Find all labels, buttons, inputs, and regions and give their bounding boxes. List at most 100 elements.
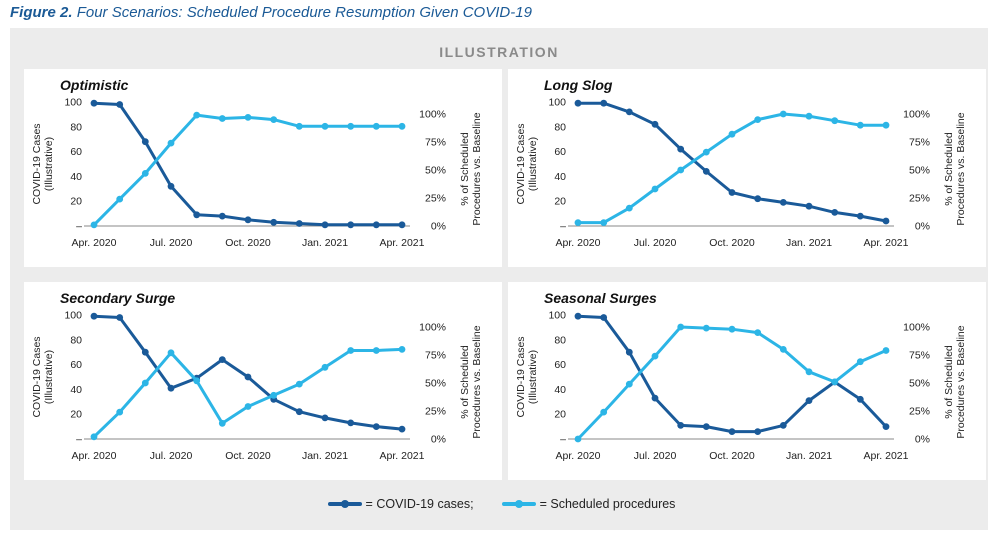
illustration-banner: ILLUSTRATION bbox=[439, 44, 559, 60]
right-tick-label: 75% bbox=[425, 350, 446, 362]
data-point-cases bbox=[141, 138, 149, 146]
data-point-procedures bbox=[625, 380, 633, 388]
right-tick-label: 100% bbox=[903, 109, 930, 121]
legend-procedures-label: = Scheduled procedures bbox=[539, 497, 676, 511]
right-tick-label: 75% bbox=[909, 137, 930, 149]
data-point-procedures bbox=[728, 130, 736, 138]
left-tick-label: 60 bbox=[554, 146, 566, 158]
data-point-cases bbox=[321, 221, 329, 229]
right-tick-label: 100% bbox=[419, 322, 446, 334]
data-point-cases bbox=[218, 356, 226, 363]
data-point-cases bbox=[90, 99, 98, 107]
left-tick-label: – bbox=[560, 434, 566, 446]
data-point-procedures bbox=[702, 324, 710, 332]
left-tick-label: 40 bbox=[554, 171, 566, 183]
data-point-cases bbox=[574, 99, 582, 107]
data-point-procedures bbox=[677, 323, 685, 331]
chart-title: Long Slog bbox=[544, 77, 613, 93]
data-point-procedures bbox=[270, 391, 278, 399]
left-axis-title: COVID-19 Cases bbox=[31, 336, 43, 417]
data-point-procedures bbox=[651, 185, 659, 193]
legend-cases-label: = COVID-19 cases; bbox=[365, 497, 474, 511]
data-point-cases bbox=[651, 394, 659, 402]
data-point-cases bbox=[295, 220, 303, 227]
left-tick-label: 100 bbox=[548, 97, 566, 109]
legend-cases-swatch-icon bbox=[327, 500, 362, 508]
left-tick-label: 80 bbox=[554, 121, 566, 133]
data-point-procedures bbox=[754, 116, 762, 123]
data-point-procedures bbox=[805, 368, 813, 376]
x-tick-label: Oct. 2020 bbox=[225, 450, 271, 462]
right-tick-label: 50% bbox=[425, 378, 446, 390]
right-axis-title: Procedures vs. Baseline bbox=[471, 112, 483, 225]
left-tick-label: 40 bbox=[70, 384, 82, 396]
data-point-procedures bbox=[244, 114, 252, 121]
legend-procedures-swatch-icon bbox=[501, 500, 536, 508]
data-point-procedures bbox=[651, 352, 659, 360]
x-tick-label: Jul. 2020 bbox=[150, 450, 193, 462]
left-tick-label: 100 bbox=[64, 97, 82, 109]
left-axis-title: (Illustrative) bbox=[43, 350, 55, 404]
x-tick-label: Jul. 2020 bbox=[634, 237, 677, 249]
x-tick-label: Jul. 2020 bbox=[150, 237, 193, 249]
data-point-cases bbox=[779, 422, 787, 429]
data-point-cases bbox=[754, 428, 762, 435]
data-point-cases bbox=[116, 314, 124, 321]
right-axis-title: % of Scheduled bbox=[943, 345, 955, 419]
x-tick-label: Jul. 2020 bbox=[634, 450, 677, 462]
data-point-cases bbox=[728, 428, 736, 435]
x-tick-label: Apr. 2020 bbox=[556, 237, 601, 249]
data-point-procedures bbox=[398, 346, 406, 353]
x-tick-label: Apr. 2020 bbox=[72, 450, 117, 462]
chart-card-optimistic: Optimistic 100 80 60 40 20 – 100% 75% 50% 25% 0% Ap… bbox=[24, 69, 502, 267]
x-tick-label: Apr. 2020 bbox=[72, 237, 117, 249]
data-point-cases bbox=[347, 419, 355, 427]
chart-svg-optimistic: 100 80 60 40 20 – 100% 75% 50% 25% 0% Apr. 2020 Jul.… bbox=[31, 97, 483, 250]
data-point-procedures bbox=[218, 419, 226, 427]
data-point-cases bbox=[116, 101, 124, 108]
chart-card-secondary-surge: Secondary Surge 100 80 60 40 20 – 100% 75% 50% 25… bbox=[24, 282, 502, 480]
series-line-procedures bbox=[92, 113, 404, 227]
data-point-procedures bbox=[856, 121, 864, 129]
data-point-cases bbox=[728, 189, 736, 196]
data-point-procedures bbox=[90, 221, 98, 229]
left-axis-title: (Illustrative) bbox=[43, 137, 55, 191]
legend-item-procedures: = Scheduled procedures bbox=[501, 497, 676, 511]
data-point-cases bbox=[651, 120, 659, 128]
right-tick-label: 0% bbox=[431, 434, 446, 446]
left-tick-label: 100 bbox=[64, 310, 82, 322]
data-point-cases bbox=[600, 99, 608, 107]
data-point-cases bbox=[90, 312, 98, 320]
data-point-cases bbox=[625, 348, 633, 356]
x-tick-label: Jan. 2021 bbox=[786, 450, 832, 462]
data-point-cases bbox=[398, 425, 406, 433]
data-point-cases bbox=[702, 423, 710, 430]
left-tick-label: 80 bbox=[554, 334, 566, 346]
data-point-procedures bbox=[600, 219, 608, 227]
left-tick-label: 20 bbox=[70, 409, 82, 421]
left-tick-label: 60 bbox=[554, 359, 566, 371]
right-tick-label: 50% bbox=[909, 165, 930, 177]
data-point-procedures bbox=[193, 111, 201, 119]
data-point-cases bbox=[856, 395, 864, 403]
right-tick-label: 50% bbox=[425, 165, 446, 177]
right-axis-title: % of Scheduled bbox=[943, 132, 955, 206]
chart-title: Secondary Surge bbox=[60, 290, 176, 306]
right-tick-label: 25% bbox=[425, 193, 446, 205]
data-point-procedures bbox=[372, 122, 380, 130]
right-axis-title: Procedures vs. Baseline bbox=[955, 325, 967, 438]
data-point-procedures bbox=[779, 346, 787, 353]
data-point-cases bbox=[141, 348, 149, 356]
left-tick-label: 80 bbox=[70, 121, 82, 133]
series-line-cases bbox=[92, 101, 404, 227]
right-axis-title: Procedures vs. Baseline bbox=[955, 112, 967, 225]
data-point-procedures bbox=[321, 122, 329, 130]
chart-title: Optimistic bbox=[60, 77, 129, 93]
right-tick-label: 0% bbox=[915, 434, 930, 446]
series-line-cases bbox=[576, 314, 888, 434]
data-point-cases bbox=[805, 397, 813, 404]
data-point-procedures bbox=[831, 117, 839, 125]
left-tick-label: 60 bbox=[70, 146, 82, 158]
x-tick-label: Jan. 2021 bbox=[302, 450, 348, 462]
chart-title: Seasonal Surges bbox=[544, 290, 657, 306]
